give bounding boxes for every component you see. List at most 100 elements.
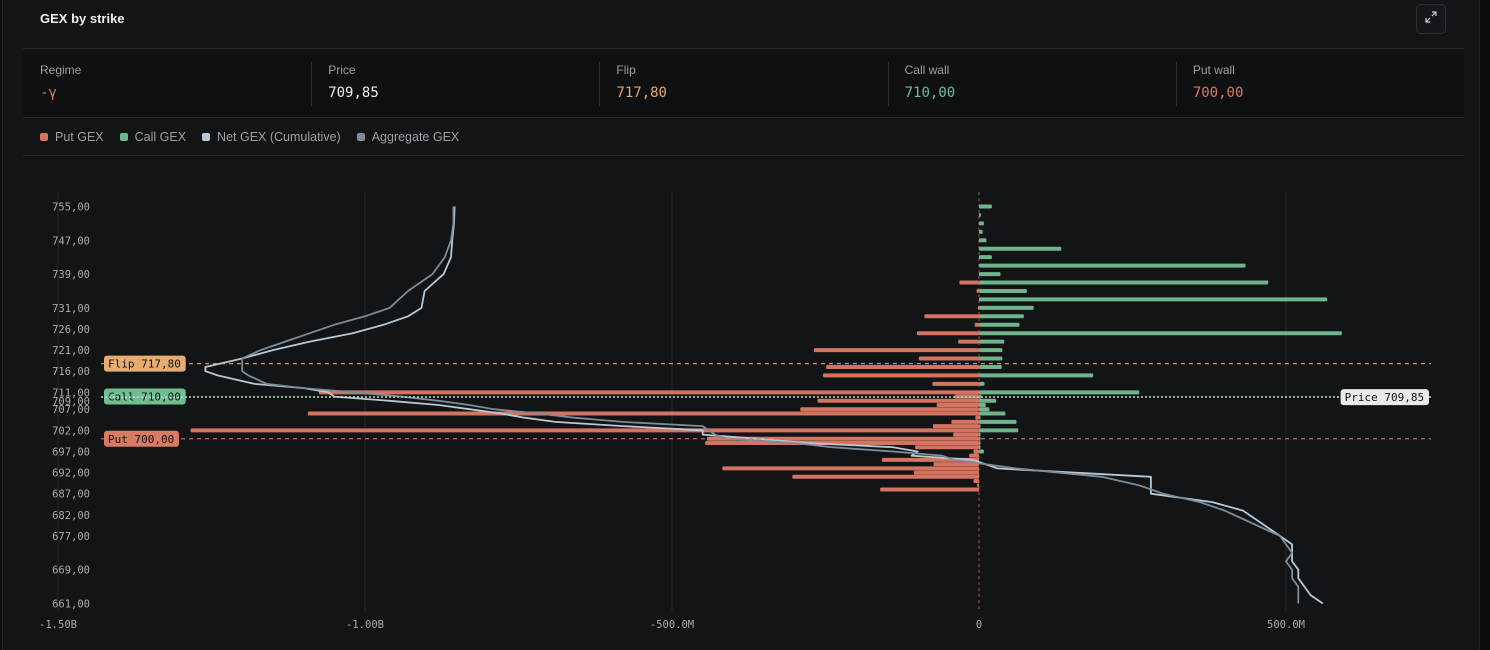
put-gex-bar	[976, 288, 979, 293]
put-gex-bar	[973, 479, 979, 484]
put-gex-bar	[933, 462, 979, 467]
put-gex-bar	[722, 466, 979, 471]
stat-value: -γ	[40, 85, 57, 101]
put-gex-bar	[916, 331, 979, 336]
x-tick-label: -1.50B	[39, 619, 77, 631]
stat-label: Regime	[40, 63, 82, 77]
call-gex-bar	[979, 398, 997, 403]
stat-label: Put wall	[1192, 63, 1235, 77]
call-gex-bar	[979, 314, 1024, 319]
legend-label: Aggregate GEX	[371, 129, 460, 144]
legend-item-put-gex[interactable]: Put GEX	[40, 130, 104, 144]
call-gex-bar	[979, 263, 1246, 268]
put-gex-bar	[800, 407, 979, 412]
stats-bar: Regime -γ Price 709,85 Flip 717,80 Call …	[23, 48, 1464, 118]
call-gex-bar	[979, 394, 982, 399]
flip-tag-label: Flip 717,80	[108, 358, 181, 371]
put-gex-bar	[915, 445, 979, 450]
call-gex-bar	[979, 381, 985, 386]
call-gex-bar	[979, 204, 992, 209]
call-gex-bar	[979, 419, 1017, 424]
legend-swatch	[119, 132, 128, 141]
put-gex-bar	[936, 403, 979, 407]
y-tick-label: 687,00	[52, 489, 90, 501]
call-gex-bar	[979, 411, 1006, 416]
gex-chart: -1.50B -1.00B -500.0M 0 500.0M 755,00 747,00 73…	[39, 192, 1431, 631]
put-gex-bar	[924, 314, 979, 319]
call-gex-bar	[979, 356, 1003, 361]
y-tick-label: 747,00	[52, 235, 90, 247]
put-tag	[104, 430, 179, 447]
put-gex-bar	[813, 348, 979, 353]
y-tick-label: 731,00	[52, 303, 90, 315]
legend-item-net-gex[interactable]: Net GEX (Cumulative)	[202, 130, 341, 144]
call-gex-bar	[979, 322, 1020, 327]
stat-value: 717,80	[616, 85, 667, 101]
price-tag	[1340, 389, 1429, 406]
y-tick-label: 739,00	[52, 269, 90, 281]
put-gex-bar	[951, 419, 979, 424]
expand-button[interactable]	[1416, 4, 1446, 34]
call-gex-bar	[979, 221, 984, 226]
y-tick-label: 709,00	[52, 396, 90, 408]
legend-swatch	[202, 132, 211, 141]
call-gex-bar	[979, 297, 1328, 302]
stat-put-wall: Put wall 700,00	[1175, 49, 1464, 117]
stat-value: 700,00	[1192, 85, 1244, 101]
y-tick-label: 707,00	[52, 404, 90, 416]
call-gex-bar	[979, 255, 992, 260]
call-gex-bar	[979, 428, 1019, 433]
net-gex-cumulative-line	[204, 206, 1324, 605]
put-gex-bar	[974, 322, 979, 327]
stat-price: Price 709,85	[311, 49, 599, 117]
call-gex-bar	[979, 373, 1094, 378]
put-gex-bar	[826, 364, 979, 369]
call-gex-bar	[979, 364, 1002, 369]
stat-label: Call wall	[904, 63, 950, 77]
put-gex-bar	[973, 449, 979, 454]
call-gex-bar	[979, 407, 990, 412]
put-gex-bar	[918, 356, 979, 361]
legend-label: Net GEX (Cumulative)	[217, 129, 341, 144]
legend-swatch	[356, 132, 365, 141]
call-gex-bar	[979, 229, 983, 234]
stat-regime: Regime -γ	[23, 49, 311, 117]
panel-title: GEX by strike	[40, 11, 125, 26]
legend-item-aggregate-gex[interactable]: Aggregate GEX	[356, 129, 460, 144]
stat-label: Flip	[616, 63, 636, 77]
legend-label: Call GEX	[134, 129, 187, 144]
put-gex-bar	[958, 339, 979, 344]
y-tick-label: 702,00	[52, 425, 90, 437]
put-tag-label: Put 700,00	[108, 433, 174, 446]
call-tag-label: Call 710,00	[108, 391, 181, 404]
price-tag-label: Price 709,85	[1345, 391, 1424, 404]
y-tick-label: 697,00	[52, 446, 90, 458]
panel-header: GEX by strike	[3, 0, 1479, 48]
stat-flip: Flip 717,80	[599, 49, 887, 117]
put-gex-bar	[959, 280, 979, 285]
put-gex-bar	[190, 428, 979, 433]
stat-value: 710,00	[904, 85, 956, 101]
call-gex-bar	[979, 348, 1003, 353]
call-gex-bar	[979, 212, 981, 217]
call-gex-bar	[979, 339, 1005, 344]
x-tick-label: 500.0M	[1267, 619, 1305, 631]
call-gex-bar	[979, 449, 984, 454]
call-gex-bar	[979, 305, 1034, 310]
legend-item-call-gex[interactable]: Call GEX	[119, 129, 187, 144]
stat-value: 709,85	[328, 85, 379, 101]
aggregate-gex-line	[241, 206, 1300, 604]
call-gex-bar	[979, 238, 987, 243]
expand-icon	[1425, 10, 1437, 28]
y-tick-label: 661,00	[52, 599, 90, 611]
y-tick-label: 726,00	[52, 324, 90, 336]
flip-tag	[104, 355, 186, 372]
y-tick-label: 692,00	[52, 468, 90, 480]
y-tick-label: 711,00	[52, 387, 90, 399]
call-tag	[104, 388, 186, 405]
put-gex-bar	[823, 373, 979, 378]
x-tick-label: -1.00B	[346, 619, 384, 631]
put-gex-bar	[792, 474, 979, 479]
x-tick-label: 0	[976, 619, 982, 631]
